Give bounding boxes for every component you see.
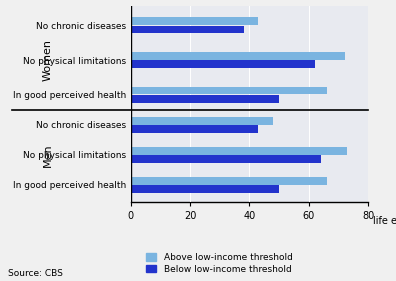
Bar — [131, 177, 327, 185]
Bar — [131, 60, 315, 68]
Bar — [131, 185, 279, 193]
Text: Women: Women — [42, 39, 53, 81]
Bar — [131, 95, 279, 103]
Text: Source: CBS: Source: CBS — [8, 269, 63, 278]
Text: life expectancy: life expectancy — [373, 216, 396, 226]
Bar — [131, 117, 273, 124]
Bar — [131, 125, 258, 133]
Bar — [131, 147, 348, 155]
Legend: Above low-income threshold, Below low-income threshold: Above low-income threshold, Below low-in… — [146, 253, 293, 274]
Bar — [131, 155, 321, 163]
Bar — [131, 52, 345, 60]
Bar — [131, 87, 327, 94]
Text: Men: Men — [42, 143, 53, 167]
Bar — [131, 17, 258, 25]
Bar — [131, 26, 244, 33]
